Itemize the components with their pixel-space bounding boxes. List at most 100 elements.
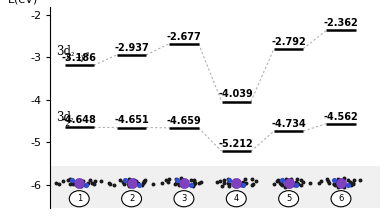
Text: -2.362: -2.362 — [324, 18, 359, 28]
Point — [225, 177, 231, 181]
Point — [226, 184, 232, 187]
Point — [98, 180, 104, 183]
Point — [226, 182, 232, 185]
Point — [326, 182, 332, 185]
Point — [248, 177, 255, 181]
Point — [92, 179, 99, 182]
Text: -2.792: -2.792 — [271, 37, 306, 46]
Point — [242, 181, 249, 184]
Point — [335, 177, 341, 180]
Point — [174, 179, 180, 182]
Point — [278, 180, 284, 184]
Text: -4.651: -4.651 — [114, 115, 149, 125]
Point — [318, 180, 324, 183]
Text: 2: 2 — [129, 194, 134, 203]
Point — [283, 177, 289, 180]
Text: -5.212: -5.212 — [219, 139, 254, 149]
Point — [324, 179, 331, 183]
Point — [288, 178, 294, 181]
Point — [166, 178, 172, 181]
Point — [80, 179, 87, 183]
Point — [135, 182, 141, 185]
Point — [279, 178, 286, 182]
Point — [253, 180, 259, 183]
Point — [294, 177, 300, 181]
Point — [341, 185, 347, 188]
Point — [341, 182, 347, 186]
Point — [83, 183, 89, 186]
Point — [82, 183, 88, 187]
Point — [106, 182, 113, 186]
Point — [221, 182, 227, 185]
Point — [117, 178, 123, 182]
Point — [351, 178, 357, 181]
Point — [189, 183, 196, 186]
Point — [278, 181, 284, 185]
Circle shape — [226, 191, 246, 207]
Point — [234, 182, 241, 186]
Point — [69, 179, 75, 182]
Text: -2.937: -2.937 — [114, 43, 149, 53]
Point — [324, 178, 330, 181]
Point — [178, 177, 184, 180]
Point — [133, 179, 139, 182]
Text: $x^2\!-\!y^2$: $x^2\!-\!y^2$ — [64, 50, 90, 65]
Point — [286, 181, 292, 184]
Text: -2.677: -2.677 — [166, 32, 201, 42]
Text: 4: 4 — [234, 194, 239, 203]
Point — [87, 178, 94, 182]
Point — [135, 183, 142, 186]
Point — [241, 183, 248, 186]
Text: 3d: 3d — [55, 111, 71, 124]
Point — [111, 183, 118, 187]
Point — [179, 184, 185, 187]
Point — [191, 178, 197, 182]
Text: -3.186: -3.186 — [62, 53, 97, 63]
Point — [181, 181, 187, 184]
Point — [334, 179, 340, 183]
Point — [121, 179, 128, 182]
Point — [345, 183, 351, 186]
Circle shape — [69, 191, 89, 207]
Point — [291, 183, 298, 187]
Point — [182, 179, 189, 182]
Point — [287, 183, 293, 187]
Point — [176, 182, 182, 185]
Point — [191, 180, 197, 183]
Point — [192, 181, 198, 184]
Point — [357, 178, 363, 182]
Point — [350, 181, 356, 184]
Point — [226, 179, 232, 182]
Point — [347, 180, 353, 184]
Point — [214, 180, 220, 183]
Text: -4.562: -4.562 — [324, 112, 359, 122]
Point — [279, 179, 285, 182]
Point — [188, 183, 194, 186]
Point — [250, 182, 256, 185]
Text: -4.648: -4.648 — [62, 115, 97, 125]
Point — [182, 183, 189, 187]
Text: -4.039: -4.039 — [219, 89, 254, 99]
Point — [331, 179, 337, 182]
Point — [74, 183, 81, 187]
Point — [163, 178, 169, 182]
Point — [121, 180, 127, 184]
Point — [191, 182, 197, 185]
Point — [75, 179, 81, 183]
Point — [238, 183, 244, 187]
Point — [132, 182, 139, 186]
Point — [72, 183, 78, 186]
Point — [67, 182, 73, 185]
Point — [231, 183, 237, 187]
Point — [277, 183, 284, 186]
Point — [76, 181, 82, 184]
Circle shape — [174, 191, 194, 207]
Point — [274, 179, 280, 183]
Point — [141, 180, 147, 184]
Point — [126, 178, 132, 181]
Point — [241, 177, 248, 181]
Text: -4.659: -4.659 — [166, 116, 201, 126]
Point — [150, 182, 156, 185]
Text: 3d: 3d — [55, 45, 71, 58]
Point — [277, 181, 283, 184]
